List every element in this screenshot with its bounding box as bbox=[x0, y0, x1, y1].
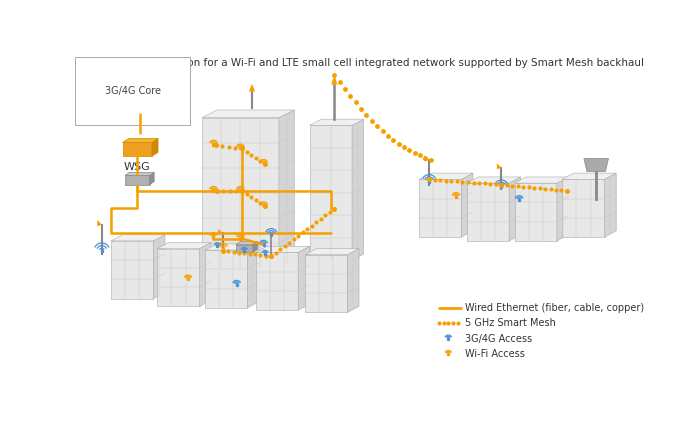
Text: 5 GHz Smart Mesh: 5 GHz Smart Mesh bbox=[464, 318, 555, 328]
Polygon shape bbox=[256, 252, 298, 310]
Text: Wired Ethernet (fiber, cable, copper): Wired Ethernet (fiber, cable, copper) bbox=[464, 303, 644, 313]
Polygon shape bbox=[467, 177, 521, 183]
Text: WSG: WSG bbox=[124, 162, 150, 172]
Polygon shape bbox=[111, 241, 153, 299]
Polygon shape bbox=[199, 242, 211, 306]
Polygon shape bbox=[462, 173, 473, 237]
Polygon shape bbox=[111, 235, 165, 241]
Polygon shape bbox=[125, 176, 150, 185]
Circle shape bbox=[119, 100, 130, 111]
Polygon shape bbox=[157, 242, 211, 249]
Text: Wi-Fi Access: Wi-Fi Access bbox=[464, 349, 524, 359]
Polygon shape bbox=[202, 118, 279, 268]
Polygon shape bbox=[123, 138, 158, 142]
Polygon shape bbox=[305, 249, 359, 255]
Circle shape bbox=[131, 101, 145, 115]
Polygon shape bbox=[236, 245, 253, 252]
Polygon shape bbox=[298, 246, 310, 310]
Circle shape bbox=[119, 104, 133, 118]
Polygon shape bbox=[331, 74, 337, 85]
Circle shape bbox=[122, 95, 137, 110]
Polygon shape bbox=[497, 163, 502, 169]
Text: The Ruckus solution for a Wi-Fi and LTE small cell integrated network supported : The Ruckus solution for a Wi-Fi and LTE … bbox=[96, 58, 644, 69]
Polygon shape bbox=[419, 173, 473, 179]
Polygon shape bbox=[157, 249, 199, 306]
Circle shape bbox=[112, 97, 126, 111]
Polygon shape bbox=[419, 179, 462, 237]
Polygon shape bbox=[218, 228, 223, 235]
Polygon shape bbox=[424, 155, 429, 162]
Polygon shape bbox=[584, 159, 609, 172]
Polygon shape bbox=[562, 179, 604, 237]
Polygon shape bbox=[153, 235, 165, 299]
Polygon shape bbox=[205, 244, 259, 250]
Polygon shape bbox=[97, 220, 102, 226]
Polygon shape bbox=[310, 125, 352, 260]
Polygon shape bbox=[604, 173, 616, 237]
Text: 3G/4G Core: 3G/4G Core bbox=[105, 86, 161, 96]
Polygon shape bbox=[562, 173, 616, 179]
Polygon shape bbox=[467, 183, 509, 241]
Polygon shape bbox=[279, 110, 295, 268]
Polygon shape bbox=[348, 249, 359, 313]
Polygon shape bbox=[249, 84, 255, 91]
Polygon shape bbox=[202, 110, 295, 118]
Polygon shape bbox=[236, 241, 257, 245]
Polygon shape bbox=[123, 142, 152, 156]
Circle shape bbox=[112, 106, 124, 118]
Polygon shape bbox=[205, 250, 248, 308]
Polygon shape bbox=[305, 255, 348, 313]
Polygon shape bbox=[515, 177, 569, 183]
Polygon shape bbox=[310, 119, 364, 125]
Circle shape bbox=[104, 101, 119, 116]
Polygon shape bbox=[248, 244, 259, 308]
Polygon shape bbox=[152, 138, 158, 156]
Polygon shape bbox=[515, 183, 557, 241]
Polygon shape bbox=[557, 177, 569, 241]
Text: 3G/4G Access: 3G/4G Access bbox=[464, 334, 531, 344]
Polygon shape bbox=[352, 119, 364, 260]
Polygon shape bbox=[150, 172, 154, 185]
Polygon shape bbox=[509, 177, 521, 241]
Polygon shape bbox=[253, 241, 257, 252]
Polygon shape bbox=[125, 172, 154, 176]
Polygon shape bbox=[256, 246, 310, 252]
